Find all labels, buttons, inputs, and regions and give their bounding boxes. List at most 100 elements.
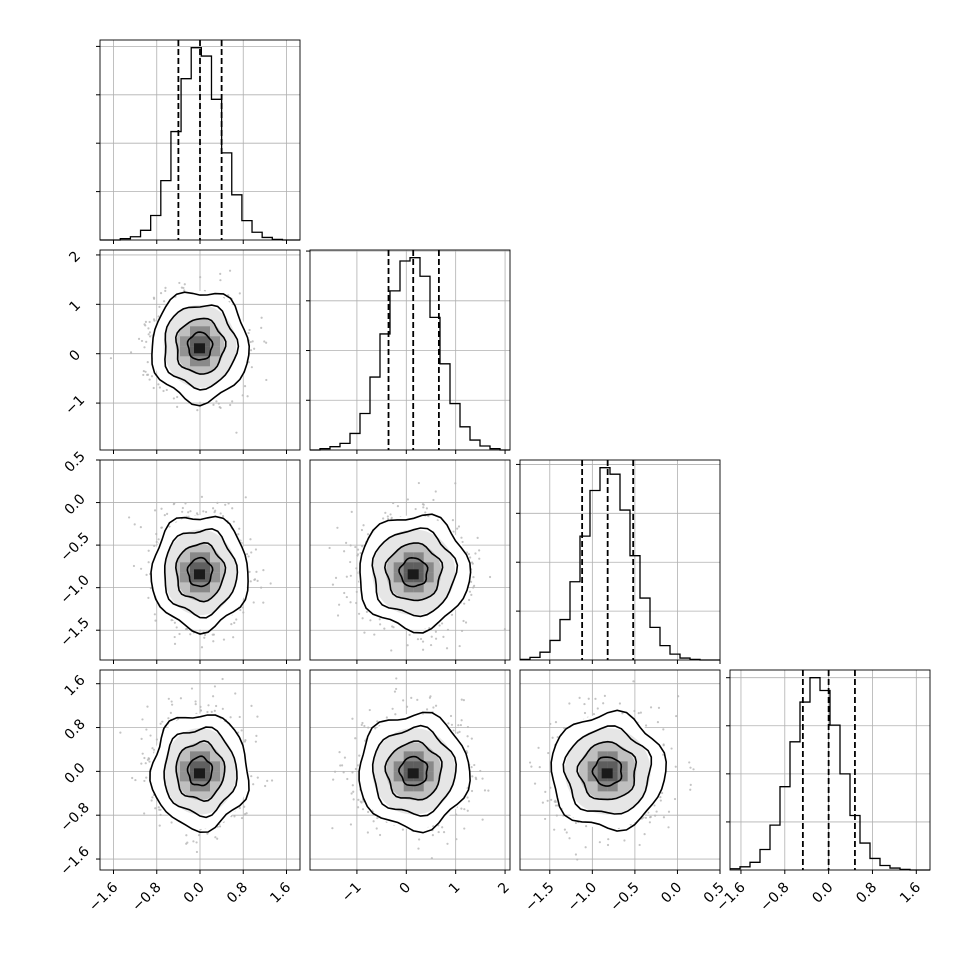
scatter-point (243, 740, 246, 743)
scatter-point (332, 778, 335, 781)
scatter-point (469, 580, 473, 583)
scatter-point (469, 556, 472, 559)
scatter-point (474, 552, 477, 555)
scatter-point (478, 557, 481, 560)
scatter-point (382, 517, 385, 520)
scatter-point (460, 719, 463, 722)
scatter-point (419, 637, 423, 641)
scatter-point (556, 804, 559, 807)
scatter-point (155, 738, 158, 741)
scatter-point (649, 706, 653, 709)
scatter-point (360, 528, 364, 532)
scatter-point (186, 841, 189, 844)
scatter-point (231, 507, 234, 510)
scatter-point (442, 635, 445, 638)
scatter-point (688, 761, 691, 764)
scatter-point (639, 711, 642, 714)
density-bin (180, 761, 190, 772)
scatter-point (266, 779, 269, 782)
scatter-point (143, 779, 146, 783)
x-tick-label: −0.8 (757, 880, 792, 915)
scatter-point (549, 786, 552, 789)
scatter-point (146, 373, 150, 376)
contour-line (163, 726, 238, 819)
scatter-point (178, 632, 181, 636)
scatter-point (446, 842, 449, 845)
scatter-point (249, 349, 253, 352)
scatter-point (655, 810, 658, 813)
scatter-point (463, 808, 466, 811)
y-tick-label: −0.5 (57, 530, 92, 565)
scatter-point (183, 289, 186, 292)
scatter-point (583, 711, 587, 715)
scatter-point (194, 703, 197, 706)
scatter-point (366, 831, 369, 834)
scatter-point (428, 626, 431, 630)
density-bin (180, 771, 190, 782)
scatter-point (248, 328, 251, 332)
scatter-point (463, 827, 466, 830)
scatter-point (457, 525, 461, 528)
scatter-point (132, 564, 136, 568)
density-bin (423, 761, 434, 772)
scatter-point (203, 633, 207, 637)
scatter-point (253, 347, 256, 350)
contour-line (175, 739, 226, 803)
scatter-point (421, 640, 425, 643)
scatter-point (563, 828, 567, 831)
scatter-point (460, 536, 463, 539)
scatter-point (214, 509, 217, 512)
scatter-point (217, 402, 220, 405)
scatter-point (213, 685, 217, 688)
scatter-point (247, 555, 250, 558)
scatter-point (145, 776, 148, 779)
scatter-point (642, 816, 645, 819)
scatter-point (153, 509, 157, 512)
scatter-point (392, 501, 395, 505)
scatter-point (248, 570, 251, 573)
scatter-point (437, 830, 440, 834)
scatter-point (368, 708, 371, 712)
x-axis-labels-3: −1.6 −0.8 0.0 0.8 1.6 (713, 879, 924, 914)
scatter-point (163, 300, 166, 303)
scatter-point (155, 532, 158, 536)
scatter-point (213, 709, 216, 712)
density-peak-bin (407, 768, 419, 779)
scatter-point (142, 369, 145, 373)
scatter-point (147, 549, 150, 552)
scatter-point (592, 712, 596, 716)
scatter-point (363, 724, 366, 728)
density-bin (597, 761, 608, 772)
scatter-point (265, 341, 268, 344)
scatter-point (109, 357, 113, 360)
scatter-point (667, 826, 670, 829)
scatter-point (673, 797, 677, 801)
density-panel-1-3 (309, 669, 511, 874)
contour-line (398, 755, 429, 787)
x-tick-label: 0.0 (809, 880, 836, 907)
scatter-point (129, 351, 133, 354)
scatter-point (356, 548, 360, 551)
density-bin (393, 562, 404, 573)
scatter-point (173, 635, 176, 639)
scatter-point (417, 481, 420, 485)
scatter-point (341, 764, 344, 767)
density-bin (403, 562, 414, 573)
scatter-point (374, 727, 377, 730)
scatter-point (250, 366, 253, 369)
scatter-point (158, 824, 161, 827)
scatter-point (376, 720, 379, 723)
scatter-point (350, 792, 353, 795)
density-bin (200, 552, 210, 563)
scatter-point (689, 788, 692, 791)
scatter-point (262, 569, 265, 572)
scatter-point (243, 805, 246, 808)
density-bin (180, 562, 190, 573)
contour-line (174, 541, 227, 603)
scatter-point (235, 431, 238, 434)
scatter-point (662, 816, 666, 819)
x-tick-label: 1.6 (897, 879, 924, 906)
scatter-point (222, 638, 226, 641)
scatter-point (242, 611, 245, 614)
